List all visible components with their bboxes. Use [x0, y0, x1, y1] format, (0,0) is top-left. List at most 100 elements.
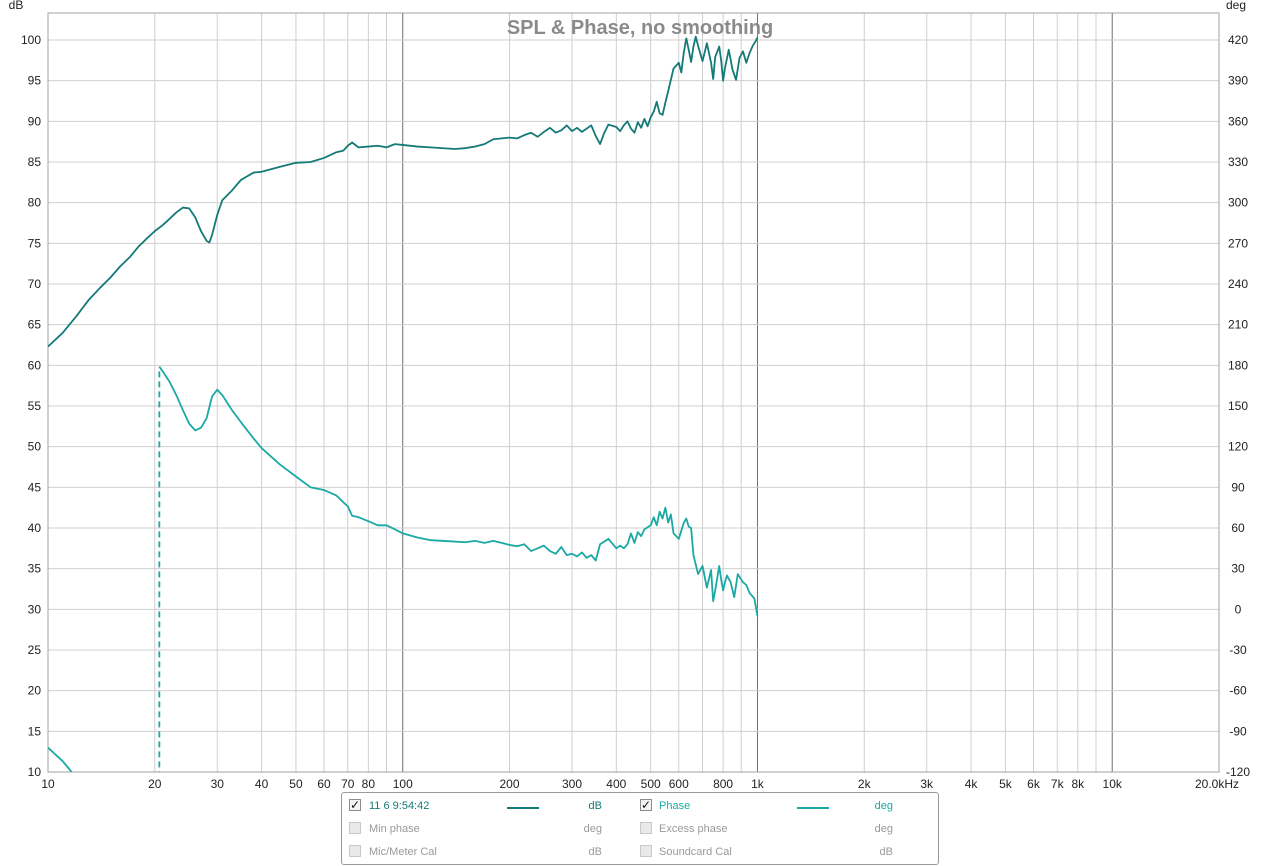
x-tick-label: 8k [1071, 777, 1085, 790]
right-tick-label: 30 [1231, 562, 1245, 576]
soundcard-cal-label: Soundcard Cal [659, 846, 732, 858]
chart-title: SPL & Phase, no smoothing [507, 17, 773, 39]
x-tick-label: 500 [641, 777, 661, 790]
left-axis-unit: dB [9, 0, 24, 12]
x-tick-label: 10 [41, 777, 55, 790]
min-phase-checkbox [349, 822, 361, 834]
mic-cal-checkbox [349, 845, 361, 857]
x-tick-label: 80 [362, 777, 376, 790]
x-tick-label: 200 [500, 777, 520, 790]
right-tick-label: 300 [1228, 196, 1248, 210]
x-tick-label: 40 [255, 777, 269, 790]
left-tick-label: 90 [28, 114, 42, 128]
right-tick-label: 390 [1228, 74, 1248, 88]
measurement-unit: dB [588, 800, 602, 812]
left-tick-label: 60 [28, 358, 42, 372]
legend-item-phase[interactable]: ✓ Phase deg [640, 795, 938, 817]
x-tick-label: 2k [858, 777, 872, 790]
spl-trace [48, 35, 759, 348]
right-tick-label: 120 [1228, 440, 1248, 454]
x-tick-label: 30 [211, 777, 225, 790]
excess-phase-checkbox [640, 822, 652, 834]
x-tick-label: 1k [751, 777, 765, 790]
mic-cal-unit: dB [588, 846, 602, 858]
left-tick-label: 15 [28, 724, 42, 738]
phase-label: Phase [659, 800, 691, 812]
left-tick-label: 65 [28, 318, 42, 332]
x-tick-label: 600 [669, 777, 689, 790]
spl-phase-chart: 10 20 30 40 50 60 70 80 100 200 300 400 500 600 800 1k 2… [0, 0, 1280, 790]
x-tick-label: 300 [562, 777, 582, 790]
plot-frame [47, 12, 1220, 773]
x-tick-label: 60 [317, 777, 331, 790]
chart-background [0, 0, 1280, 790]
excess-phase-unit: deg [874, 823, 893, 835]
x-tick-label: 100 [393, 777, 413, 790]
right-tick-label: 270 [1228, 236, 1248, 250]
legend-row-2: Min phase deg Excess phase deg [342, 818, 938, 840]
legend-panel: ✓ 11 6 9:54:42 dB ✓ Phase deg Min phase … [341, 792, 939, 865]
right-axis-unit: deg [1226, 0, 1246, 12]
left-tick-label: 85 [28, 155, 42, 169]
x-tick-label: 6k [1027, 777, 1041, 790]
measurement-label: 11 6 9:54:42 [369, 800, 430, 812]
right-tick-label: -90 [1229, 724, 1247, 738]
right-tick-label: 330 [1228, 155, 1248, 169]
phase-swatch [797, 807, 829, 809]
left-tick-label: 25 [28, 643, 42, 657]
grid [47, 13, 1220, 773]
left-tick-label: 55 [28, 399, 42, 413]
x-tick-label: 50 [289, 777, 303, 790]
measurement-checkbox[interactable]: ✓ [349, 798, 361, 812]
x-tick-label: 800 [713, 777, 733, 790]
right-tick-label: 90 [1231, 480, 1245, 494]
left-axis-ticks: 100 95 90 85 80 75 70 65 60 55 50 45 40 35 30 25 20 15 10 [21, 33, 41, 779]
right-tick-label: -120 [1226, 765, 1250, 779]
legend-item-measurement[interactable]: ✓ 11 6 9:54:42 dB [342, 795, 640, 817]
x-tick-label: 7k [1051, 777, 1065, 790]
right-tick-label: 150 [1228, 399, 1248, 413]
right-tick-label: 240 [1228, 277, 1248, 291]
measurement-swatch [507, 807, 539, 809]
x-tick-label: 400 [606, 777, 626, 790]
left-tick-label: 70 [28, 277, 42, 291]
x-tick-label: 4k [965, 777, 979, 790]
left-tick-label: 30 [28, 602, 42, 616]
right-tick-label: 360 [1228, 114, 1248, 128]
phase-unit: deg [874, 800, 893, 812]
x-tick-label: 5k [999, 777, 1013, 790]
right-tick-label: -30 [1229, 643, 1247, 657]
excess-phase-label: Excess phase [659, 823, 728, 835]
right-axis-ticks: 4203903603303002702402101801501209060300… [1226, 33, 1250, 779]
legend-row-1: ✓ 11 6 9:54:42 dB ✓ Phase deg [342, 795, 938, 817]
phase-trace-low [48, 746, 73, 772]
phase-checkbox[interactable]: ✓ [640, 798, 652, 812]
soundcard-cal-unit: dB [879, 846, 893, 858]
min-phase-unit: deg [583, 823, 602, 835]
right-tick-label: 210 [1228, 318, 1248, 332]
x-tick-label: 20 [148, 777, 162, 790]
left-tick-label: 80 [28, 196, 42, 210]
left-tick-label: 40 [28, 521, 42, 535]
right-tick-label: -60 [1229, 684, 1247, 698]
legend-item-min-phase: Min phase deg [342, 818, 640, 840]
legend-row-3: Mic/Meter Cal dB Soundcard Cal dB [342, 841, 938, 863]
x-tick-label: 20.0kHz [1195, 777, 1239, 790]
left-tick-label: 50 [28, 440, 42, 454]
legend-item-excess-phase: Excess phase deg [640, 818, 938, 840]
left-tick-label: 20 [28, 684, 42, 698]
left-tick-label: 100 [21, 33, 41, 47]
right-tick-label: 60 [1231, 521, 1245, 535]
soundcard-cal-checkbox [640, 845, 652, 857]
right-tick-label: 0 [1235, 602, 1242, 616]
right-tick-label: 180 [1228, 358, 1248, 372]
right-tick-label: 420 [1228, 33, 1248, 47]
left-tick-label: 10 [28, 765, 42, 779]
phase-trace [158, 366, 759, 617]
x-axis-ticks: 10 20 30 40 50 60 70 80 100 200 300 400 500 600 800 1k 2… [41, 777, 1239, 790]
traces [48, 35, 759, 772]
legend-item-soundcard-cal: Soundcard Cal dB [640, 841, 938, 863]
left-tick-label: 35 [28, 562, 42, 576]
legend-item-mic-cal: Mic/Meter Cal dB [342, 841, 640, 863]
left-tick-label: 45 [28, 480, 42, 494]
